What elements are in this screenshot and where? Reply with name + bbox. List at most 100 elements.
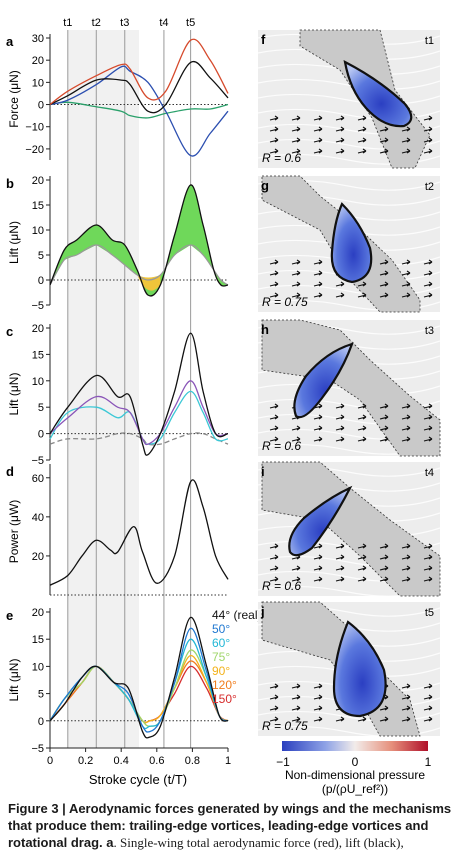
y-tick-label: 30 bbox=[32, 33, 44, 45]
velocity-arrow bbox=[379, 292, 389, 298]
legend-entry: 44° (real) bbox=[212, 608, 261, 622]
velocity-arrow bbox=[313, 270, 323, 276]
velocity-arrow bbox=[401, 576, 411, 582]
velocity-arrow bbox=[313, 554, 323, 560]
y-tick-label: 0 bbox=[38, 100, 44, 112]
flow-panel-time: t3 bbox=[425, 325, 434, 337]
velocity-arrow bbox=[291, 126, 301, 132]
series-line bbox=[49, 60, 229, 114]
velocity-arrow bbox=[313, 148, 323, 154]
streamline bbox=[257, 93, 441, 105]
velocity-arrow bbox=[313, 292, 323, 298]
colorbar-tick-min: −1 bbox=[276, 755, 290, 769]
velocity-arrow bbox=[401, 683, 411, 689]
flow-panel-f: f t1 R = 0.6 bbox=[257, 29, 441, 169]
velocity-arrow bbox=[401, 126, 411, 132]
panel-e: e Lift (μN) 20 15 10 5 0 −5 bbox=[6, 607, 229, 755]
velocity-arrow bbox=[269, 554, 279, 560]
velocity-arrow bbox=[269, 565, 279, 571]
wing-shape bbox=[288, 485, 353, 557]
velocity-arrow bbox=[335, 403, 345, 409]
flow-panel-letter: j bbox=[260, 604, 265, 619]
y-tick-label: 40 bbox=[32, 512, 44, 524]
velocity-arrow bbox=[423, 425, 433, 431]
velocity-arrow bbox=[269, 403, 279, 409]
flow-panel-r: R = 0.75 bbox=[262, 719, 308, 733]
velocity-arrow bbox=[423, 148, 433, 154]
velocity-arrow bbox=[401, 137, 411, 143]
y-tick-label: −5 bbox=[31, 300, 44, 312]
velocity-arrow bbox=[423, 683, 433, 689]
series-line bbox=[49, 65, 229, 157]
line-panels: a Force (μN) 30 20 10 0 −10 −20 b Lift (μN) 20 15 10… bbox=[6, 33, 261, 755]
y-axis-label: Force (μN) bbox=[7, 70, 21, 128]
panel-letter: c bbox=[6, 324, 13, 339]
panel-letter: b bbox=[6, 176, 14, 191]
velocity-arrow bbox=[379, 148, 389, 154]
colorbar-formula: (p/(ρU_ref²)) bbox=[322, 782, 388, 796]
time-marker-label: t3 bbox=[120, 17, 129, 29]
flow-panel-r: R = 0.6 bbox=[262, 151, 301, 165]
legend-entry: 50° bbox=[212, 622, 230, 636]
flow-panel-j: j t5 R = 0.75 bbox=[257, 601, 441, 737]
legend-entry: 90° bbox=[212, 664, 230, 678]
velocity-arrow bbox=[379, 576, 389, 582]
velocity-arrow bbox=[357, 148, 367, 154]
velocity-arrow bbox=[379, 705, 389, 711]
x-tick-label: 1 bbox=[225, 755, 231, 767]
y-tick-label: 5 bbox=[38, 250, 44, 262]
wing-shadow bbox=[261, 461, 441, 597]
time-marker-label: t2 bbox=[92, 17, 101, 29]
caption-bold: Figure 3 | Aerodynamic forces generated … bbox=[8, 801, 452, 850]
velocity-arrow bbox=[423, 436, 433, 442]
y-tick-label: 20 bbox=[32, 551, 44, 563]
velocity-arrow bbox=[401, 259, 411, 265]
flow-panel-time: t5 bbox=[425, 607, 434, 619]
velocity-arrow bbox=[335, 554, 345, 560]
legend-entry: 60° bbox=[212, 636, 230, 650]
y-tick-label: 60 bbox=[32, 473, 44, 485]
series-line bbox=[49, 38, 229, 106]
velocity-arrow bbox=[313, 259, 323, 265]
velocity-arrow bbox=[379, 259, 389, 265]
velocity-arrow bbox=[379, 281, 389, 287]
velocity-arrow bbox=[335, 576, 345, 582]
velocity-arrow bbox=[401, 414, 411, 420]
velocity-arrow bbox=[423, 403, 433, 409]
velocity-arrow bbox=[269, 683, 279, 689]
velocity-arrow bbox=[423, 705, 433, 711]
velocity-arrow bbox=[313, 436, 323, 442]
velocity-arrow bbox=[423, 115, 433, 121]
y-tick-label: 0 bbox=[38, 429, 44, 441]
velocity-arrow bbox=[357, 565, 367, 571]
velocity-arrow bbox=[423, 565, 433, 571]
velocity-arrow bbox=[335, 425, 345, 431]
velocity-arrow bbox=[313, 683, 323, 689]
velocity-arrow bbox=[335, 115, 345, 121]
series-line bbox=[49, 101, 229, 119]
caption-tail: . Single-wing total aerodynamic force (r… bbox=[113, 835, 404, 850]
velocity-arrow bbox=[291, 148, 301, 154]
velocity-arrow bbox=[313, 705, 323, 711]
velocity-arrow bbox=[357, 436, 367, 442]
velocity-arrow bbox=[291, 576, 301, 582]
panel-d: d Power (μW) 60 40 20 bbox=[6, 464, 229, 596]
velocity-arrow bbox=[357, 115, 367, 121]
y-tick-label: 5 bbox=[38, 402, 44, 414]
velocity-arrow bbox=[313, 137, 323, 143]
flow-panel-time: t1 bbox=[425, 35, 434, 47]
velocity-arrow bbox=[423, 543, 433, 549]
y-tick-label: 15 bbox=[32, 200, 44, 212]
velocity-arrow bbox=[379, 403, 389, 409]
velocity-arrow bbox=[401, 270, 411, 276]
series-line bbox=[49, 184, 229, 297]
time-marker-label: t4 bbox=[159, 17, 168, 29]
velocity-arrow bbox=[423, 126, 433, 132]
velocity-arrow bbox=[335, 292, 345, 298]
flow-panel-g: g t2 R = 0.75 bbox=[257, 175, 441, 313]
velocity-arrow bbox=[269, 705, 279, 711]
legend-entry: 120° bbox=[212, 678, 237, 692]
velocity-arrow bbox=[269, 126, 279, 132]
velocity-arrow bbox=[379, 554, 389, 560]
velocity-arrow bbox=[379, 565, 389, 571]
